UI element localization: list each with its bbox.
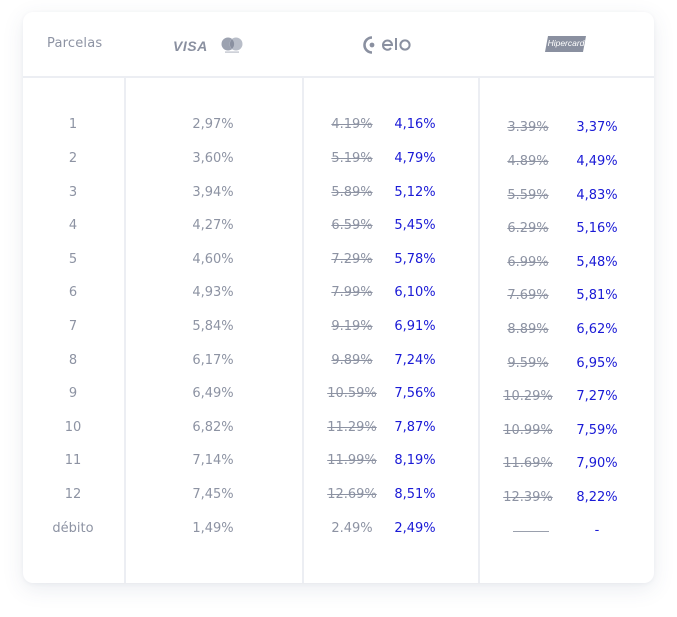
hipercard-new-rate: 6,62%	[576, 322, 618, 337]
hipercard-new-rate: 5,48%	[576, 255, 618, 270]
elo-new-rate: 7,87%	[394, 420, 436, 435]
hipercard-new-rate: 6,95%	[576, 356, 618, 371]
elo-new-rate: 6,10%	[394, 285, 436, 300]
parcela-number: 4	[68, 218, 78, 233]
elo-old-rate: 9.19%	[331, 319, 373, 334]
visa-logo: VISA	[173, 38, 208, 54]
hipercard-old-rate: 7.69%	[507, 288, 549, 303]
visa-mastercard-rate: 6,82%	[192, 420, 234, 435]
visa-mastercard-rate: 2,97%	[192, 117, 234, 132]
hipercard-old-rate: 5.59%	[507, 188, 549, 203]
parcela-number: 5	[68, 252, 78, 267]
hipercard-logo	[545, 36, 586, 52]
parcela-number: 3	[68, 185, 78, 200]
elo-new-rate: 8,51%	[394, 487, 436, 502]
hipercard-new-rate: 7,27%	[576, 389, 618, 404]
elo-icon	[363, 36, 411, 54]
parcela-number: 9	[68, 386, 78, 401]
elo-old-rate: 5.19%	[331, 151, 373, 166]
elo-old-rate: 9.89%	[331, 353, 373, 368]
column-divider	[124, 78, 126, 583]
debito-hipercard-old-dash	[513, 531, 549, 532]
debito-visa-rate: 1,49%	[192, 521, 234, 536]
hipercard-old-rate: 10.99%	[503, 423, 553, 438]
parcela-number: 12	[64, 487, 82, 502]
mastercard-icon	[221, 37, 243, 53]
elo-new-rate: 5,12%	[394, 185, 436, 200]
elo-old-rate: 6.59%	[331, 218, 373, 233]
debito-label: débito	[52, 521, 94, 536]
hipercard-old-rate: 6.99%	[507, 255, 549, 270]
hipercard-new-rate: 5,81%	[576, 288, 618, 303]
elo-new-rate: 7,24%	[394, 353, 436, 368]
hipercard-new-rate: 3,37%	[576, 120, 618, 135]
visa-mastercard-rate: 4,60%	[192, 252, 234, 267]
column-divider	[302, 78, 304, 583]
visa-mastercard-rate: 4,27%	[192, 218, 234, 233]
visa-mastercard-rate: 6,17%	[192, 353, 234, 368]
hipercard-new-rate: 8,22%	[576, 490, 618, 505]
hipercard-old-rate: 9.59%	[507, 356, 549, 371]
elo-old-rate: 10.59%	[327, 386, 377, 401]
visa-mastercard-rate: 3,60%	[192, 151, 234, 166]
hipercard-new-rate: 7,90%	[576, 456, 618, 471]
hipercard-old-rate: 10.29%	[503, 389, 553, 404]
elo-old-rate: 11.29%	[327, 420, 377, 435]
visa-mastercard-rate: 7,14%	[192, 453, 234, 468]
hipercard-new-rate: 4,83%	[576, 188, 618, 203]
hipercard-new-rate: 7,59%	[576, 423, 618, 438]
parcela-number: 11	[64, 453, 82, 468]
visa-mastercard-rate: 5,84%	[192, 319, 234, 334]
parcela-number: 7	[68, 319, 78, 334]
parcela-number: 1	[68, 117, 78, 132]
elo-old-rate: 7.99%	[331, 285, 373, 300]
elo-old-rate: 4.19%	[331, 117, 373, 132]
parcela-number: 8	[68, 353, 78, 368]
elo-new-rate: 8,19%	[394, 453, 436, 468]
elo-new-rate: 5,78%	[394, 252, 436, 267]
parcelas-header: Parcelas	[47, 36, 103, 51]
hipercard-new-rate: 4,49%	[576, 154, 618, 169]
elo-old-rate: 11.99%	[327, 453, 377, 468]
hipercard-old-rate: 6.29%	[507, 221, 549, 236]
elo-old-rate: 7.29%	[331, 252, 373, 267]
hipercard-logo-text: Hipercard	[547, 38, 585, 48]
hipercard-old-rate: 4.89%	[507, 154, 549, 169]
visa-mastercard-rate: 6,49%	[192, 386, 234, 401]
parcela-number: 10	[64, 420, 82, 435]
hipercard-old-rate: 12.39%	[503, 490, 553, 505]
hipercard-old-rate: 8.89%	[507, 322, 549, 337]
visa-mastercard-rate: 4,93%	[192, 285, 234, 300]
debito-elo-old-rate: 2.49%	[331, 521, 373, 536]
hipercard-old-rate: 11.69%	[503, 456, 553, 471]
hipercard-old-rate: 3.39%	[507, 120, 549, 135]
elo-new-rate: 5,45%	[394, 218, 436, 233]
elo-new-rate: 7,56%	[394, 386, 436, 401]
elo-new-rate: 6,91%	[394, 319, 436, 334]
elo-old-rate: 12.69%	[327, 487, 377, 502]
debito-hipercard-new-rate: -	[594, 523, 600, 538]
visa-mastercard-rate: 7,45%	[192, 487, 234, 502]
hipercard-new-rate: 5,16%	[576, 221, 618, 236]
parcela-number: 2	[68, 151, 78, 166]
elo-new-rate: 4,16%	[394, 117, 436, 132]
parcela-number: 6	[68, 285, 78, 300]
visa-mastercard-rate: 3,94%	[192, 185, 234, 200]
debito-elo-new-rate: 2,49%	[394, 521, 436, 536]
header-divider	[23, 76, 654, 78]
column-divider	[478, 78, 480, 583]
rates-table-card: Parcelas VISA Hipercard 1 2,97% 4.19% 4,16%…	[23, 12, 654, 583]
elo-new-rate: 4,79%	[394, 151, 436, 166]
elo-old-rate: 5.89%	[331, 185, 373, 200]
